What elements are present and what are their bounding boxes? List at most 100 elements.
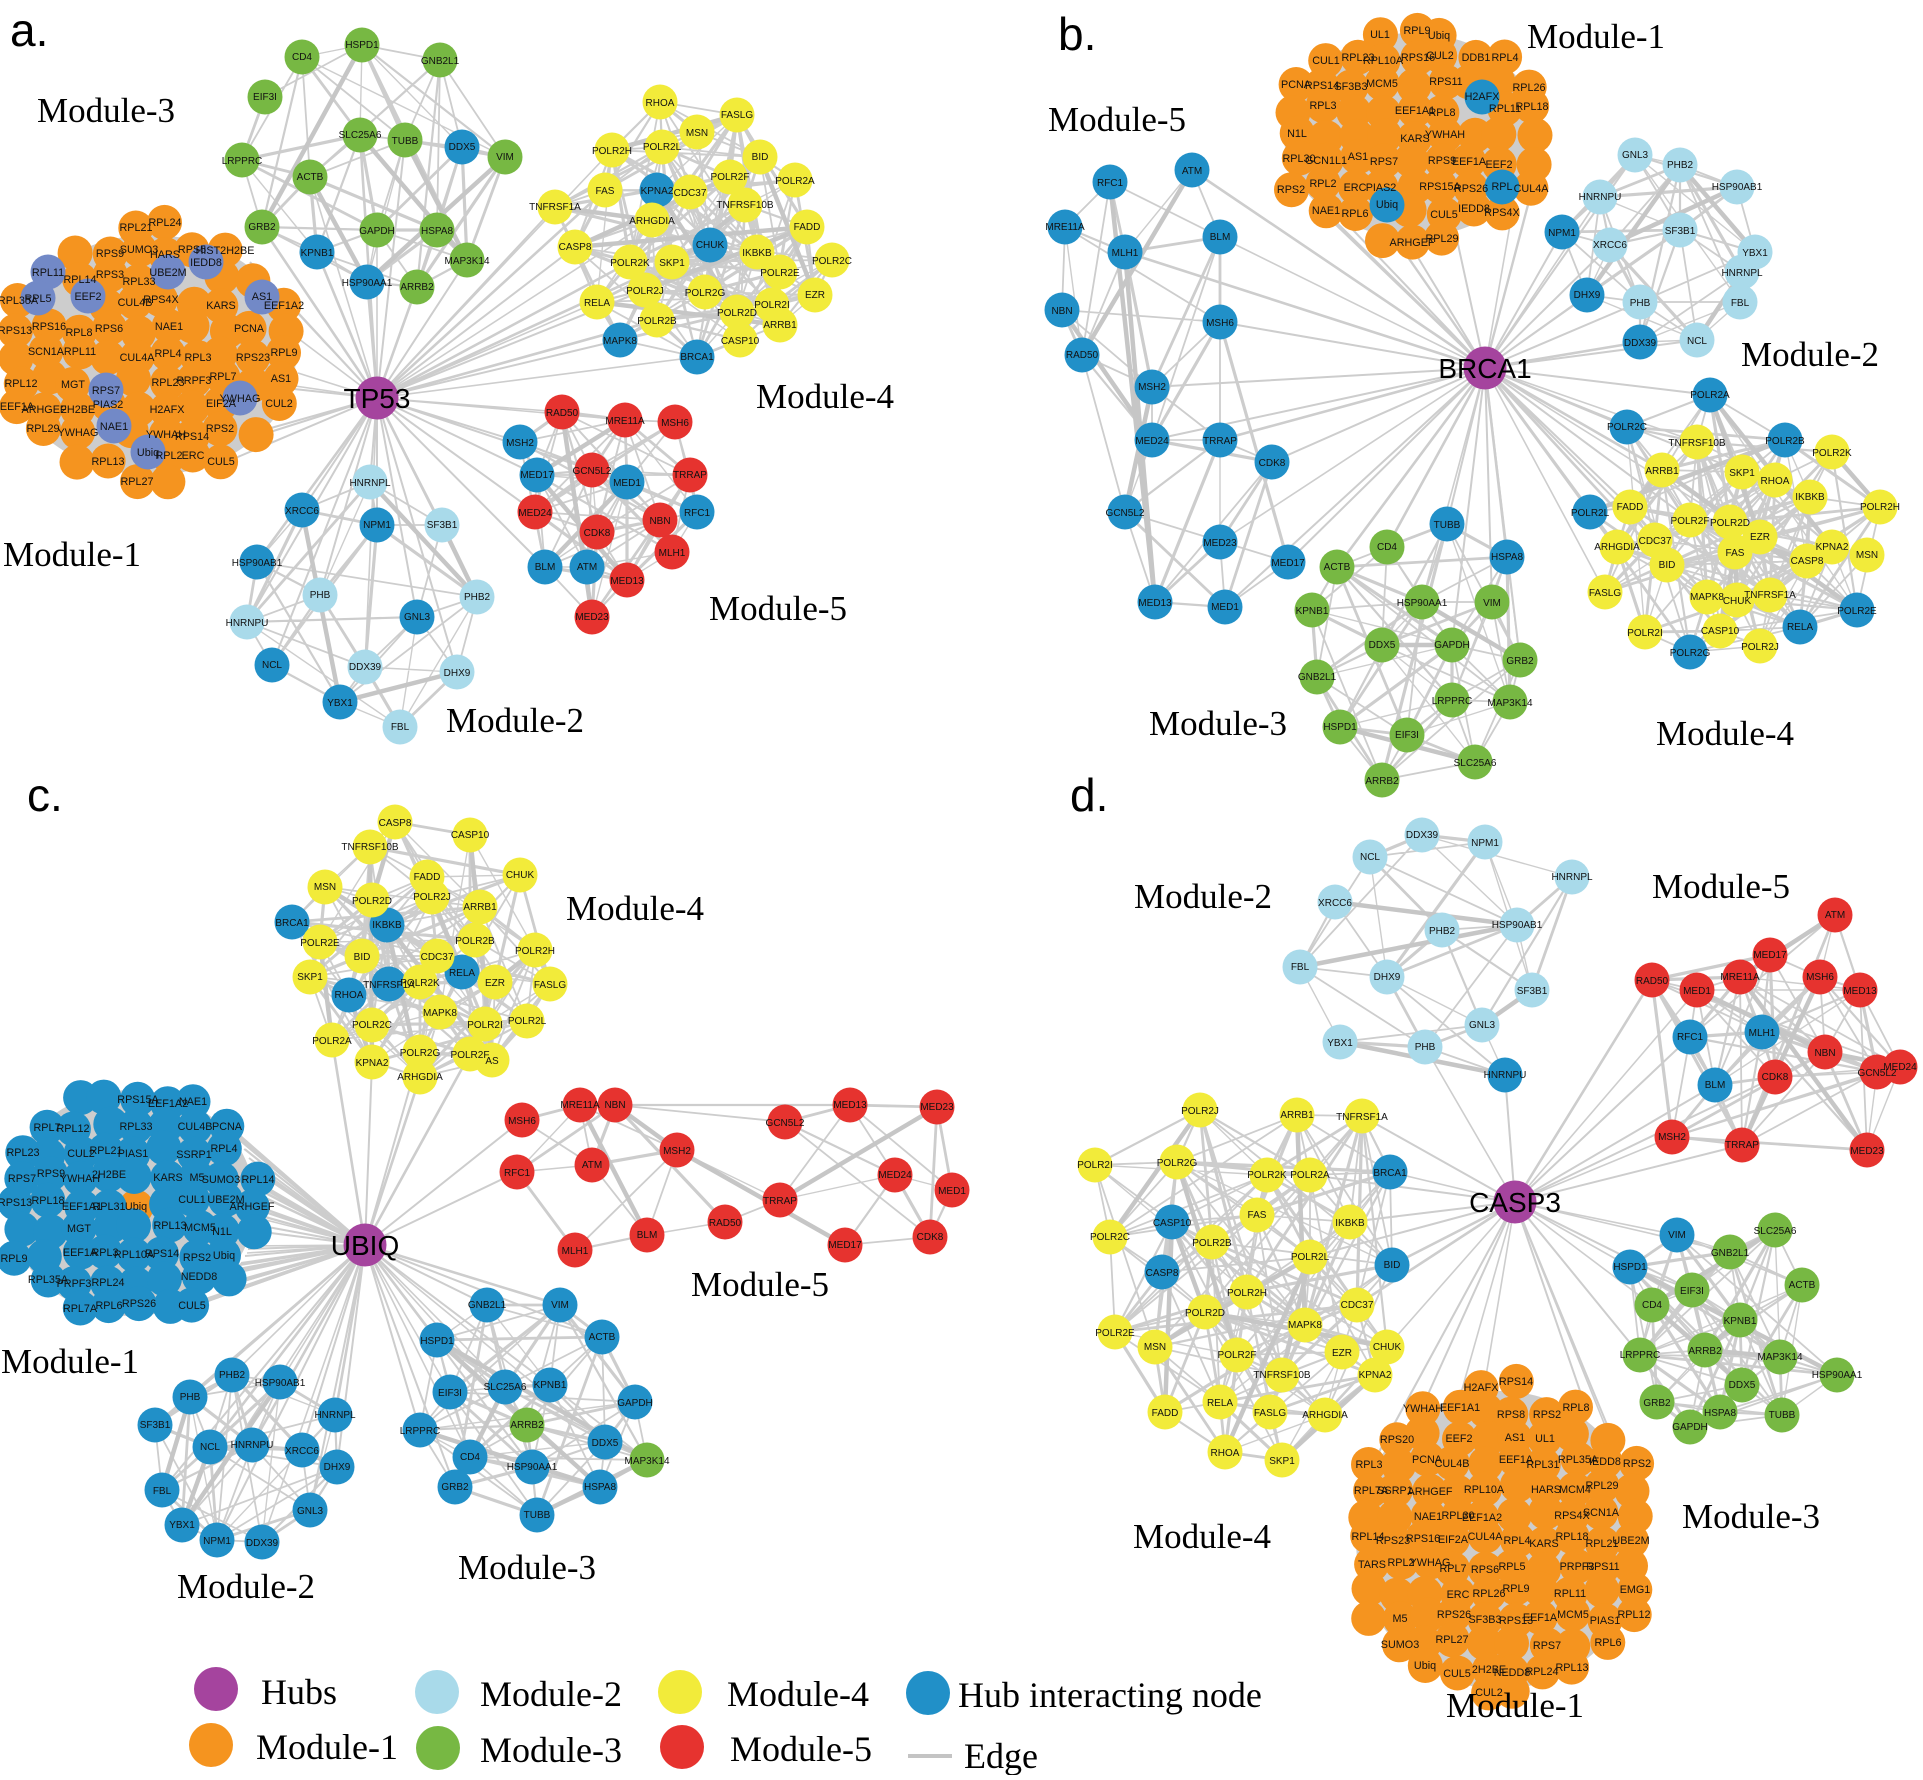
svg-text:RPS20: RPS20 [1380, 1434, 1414, 1446]
svg-text:HSP90AB1: HSP90AB1 [232, 558, 283, 569]
svg-text:CUL1: CUL1 [1312, 55, 1340, 67]
svg-text:GRB2: GRB2 [248, 222, 276, 233]
svg-text:Module-4: Module-4 [566, 889, 704, 928]
svg-text:NCL: NCL [200, 1442, 220, 1453]
svg-text:Module-5: Module-5 [709, 589, 847, 628]
svg-text:AS1: AS1 [1348, 151, 1368, 163]
svg-text:KARS: KARS [1529, 1538, 1558, 1550]
svg-text:MED23: MED23 [1203, 538, 1237, 549]
svg-text:KPNA2: KPNA2 [356, 1058, 389, 1069]
svg-text:DDX5: DDX5 [449, 142, 476, 153]
svg-text:RPS2: RPS2 [1277, 184, 1305, 196]
svg-text:POLR2A: POLR2A [312, 1036, 352, 1047]
svg-text:RPL35A: RPL35A [28, 1274, 69, 1286]
svg-text:UBIQ: UBIQ [331, 1230, 399, 1261]
svg-text:PHB: PHB [310, 590, 331, 601]
svg-text:RPL3: RPL3 [91, 1247, 118, 1259]
svg-text:CUL5: CUL5 [207, 456, 235, 468]
svg-text:CHUK: CHUK [1723, 596, 1752, 607]
svg-text:BLM: BLM [1210, 232, 1231, 243]
svg-text:CASP10: CASP10 [721, 336, 760, 347]
svg-text:POLR2G: POLR2G [1670, 648, 1711, 659]
svg-text:MED17: MED17 [1753, 950, 1787, 961]
svg-text:EEF2: EEF2 [1445, 1433, 1472, 1445]
svg-text:RPL8: RPL8 [1562, 1402, 1589, 1414]
svg-text:RPS5: RPS5 [178, 244, 206, 256]
svg-text:RPL2: RPL2 [1387, 1557, 1414, 1569]
svg-text:VIM: VIM [1483, 598, 1501, 609]
svg-text:CUL4B: CUL4B [178, 1121, 213, 1133]
svg-text:RPL18: RPL18 [1515, 101, 1548, 113]
svg-text:Ubiq: Ubiq [137, 447, 159, 459]
svg-text:TNFRSF10B: TNFRSF10B [716, 200, 774, 211]
svg-text:DDX5: DDX5 [592, 1438, 619, 1449]
svg-text:RPL21: RPL21 [119, 222, 152, 234]
svg-text:M5: M5 [1393, 1613, 1408, 1625]
svg-text:RPL5: RPL5 [1498, 1561, 1525, 1573]
svg-text:ARHGDIA: ARHGDIA [397, 1072, 443, 1083]
svg-text:HNRNPU: HNRNPU [1484, 1070, 1527, 1081]
svg-text:RPL12: RPL12 [1617, 1609, 1650, 1621]
svg-text:Module-1: Module-1 [3, 535, 141, 574]
svg-text:2H2BE: 2H2BE [92, 1169, 126, 1181]
svg-text:BID: BID [1659, 560, 1676, 571]
svg-text:KPNA2: KPNA2 [641, 186, 674, 197]
svg-text:MED23: MED23 [1850, 1146, 1884, 1157]
svg-text:PCNA: PCNA [234, 323, 265, 335]
svg-text:CASP10: CASP10 [1153, 1218, 1192, 1229]
svg-text:TNFRSF10B: TNFRSF10B [1253, 1370, 1311, 1381]
svg-text:RPS13: RPS13 [1499, 1615, 1533, 1627]
svg-text:RPL2: RPL2 [155, 450, 182, 462]
svg-text:CUL2: CUL2 [67, 1148, 95, 1160]
svg-text:HNRNPU: HNRNPU [231, 1440, 274, 1451]
svg-text:POLR2D: POLR2D [1710, 518, 1750, 529]
svg-text:HSPA8: HSPA8 [584, 1482, 616, 1493]
svg-text:LRPPRC: LRPPRC [1620, 1350, 1661, 1361]
svg-text:POLR2A: POLR2A [1290, 1170, 1330, 1181]
svg-text:POLR2F: POLR2F [1671, 516, 1710, 527]
svg-text:RPL29: RPL29 [1585, 1480, 1618, 1492]
svg-text:RPL4: RPL4 [1503, 1535, 1530, 1547]
svg-text:HSPD1: HSPD1 [345, 40, 379, 51]
svg-text:TUBB: TUBB [1769, 1410, 1796, 1421]
svg-text:RPL13: RPL13 [91, 456, 124, 468]
svg-text:TRRAP: TRRAP [673, 470, 707, 481]
svg-text:Module-5: Module-5 [1652, 867, 1790, 906]
svg-text:DHX9: DHX9 [1574, 290, 1601, 301]
svg-text:IKBKB: IKBKB [1795, 492, 1825, 503]
svg-text:ATM: ATM [1182, 166, 1202, 177]
svg-text:RPL11: RPL11 [1554, 1588, 1586, 1600]
svg-text:ARHGDIA: ARHGDIA [1594, 542, 1640, 553]
svg-text:MRE11A: MRE11A [560, 1100, 600, 1111]
svg-text:POLR2K: POLR2K [1247, 1170, 1287, 1181]
svg-text:HNRNPL: HNRNPL [1721, 268, 1763, 279]
svg-text:UBE2M: UBE2M [1612, 1535, 1649, 1547]
svg-text:HSPA8: HSPA8 [1491, 552, 1523, 563]
svg-text:POLR2B: POLR2B [1765, 436, 1805, 447]
svg-text:EEF1A1: EEF1A1 [1395, 105, 1435, 117]
svg-text:AS: AS [485, 1056, 499, 1067]
svg-text:RPL31: RPL31 [92, 1201, 125, 1213]
svg-text:BID: BID [752, 152, 769, 163]
svg-text:NAE1: NAE1 [100, 421, 128, 433]
svg-text:RHOA: RHOA [646, 98, 675, 109]
svg-text:FADD: FADD [794, 222, 821, 233]
svg-text:HARS: HARS [1531, 1484, 1561, 1496]
svg-text:CUL4A: CUL4A [1514, 183, 1550, 195]
svg-text:POLR2K: POLR2K [1812, 448, 1852, 459]
svg-text:POLR2E: POLR2E [1837, 606, 1877, 617]
svg-text:MED24: MED24 [1135, 436, 1169, 447]
svg-text:POLR2D: POLR2D [352, 896, 392, 907]
svg-text:MED1: MED1 [613, 478, 641, 489]
svg-text:SLC25A6: SLC25A6 [1754, 1226, 1797, 1237]
svg-text:CDC37: CDC37 [1341, 1300, 1374, 1311]
svg-text:ARHGDIA: ARHGDIA [629, 216, 675, 227]
svg-text:EIF3I: EIF3I [253, 92, 277, 103]
svg-text:POLR2E: POLR2E [300, 938, 340, 949]
svg-text:Module-2: Module-2 [1741, 335, 1879, 374]
svg-text:MED1: MED1 [1211, 602, 1239, 613]
svg-text:EZR: EZR [805, 290, 825, 301]
svg-text:XRCC6: XRCC6 [285, 1446, 319, 1457]
svg-text:POLR2H: POLR2H [515, 946, 555, 957]
svg-text:EEF1A: EEF1A [1523, 1612, 1558, 1624]
